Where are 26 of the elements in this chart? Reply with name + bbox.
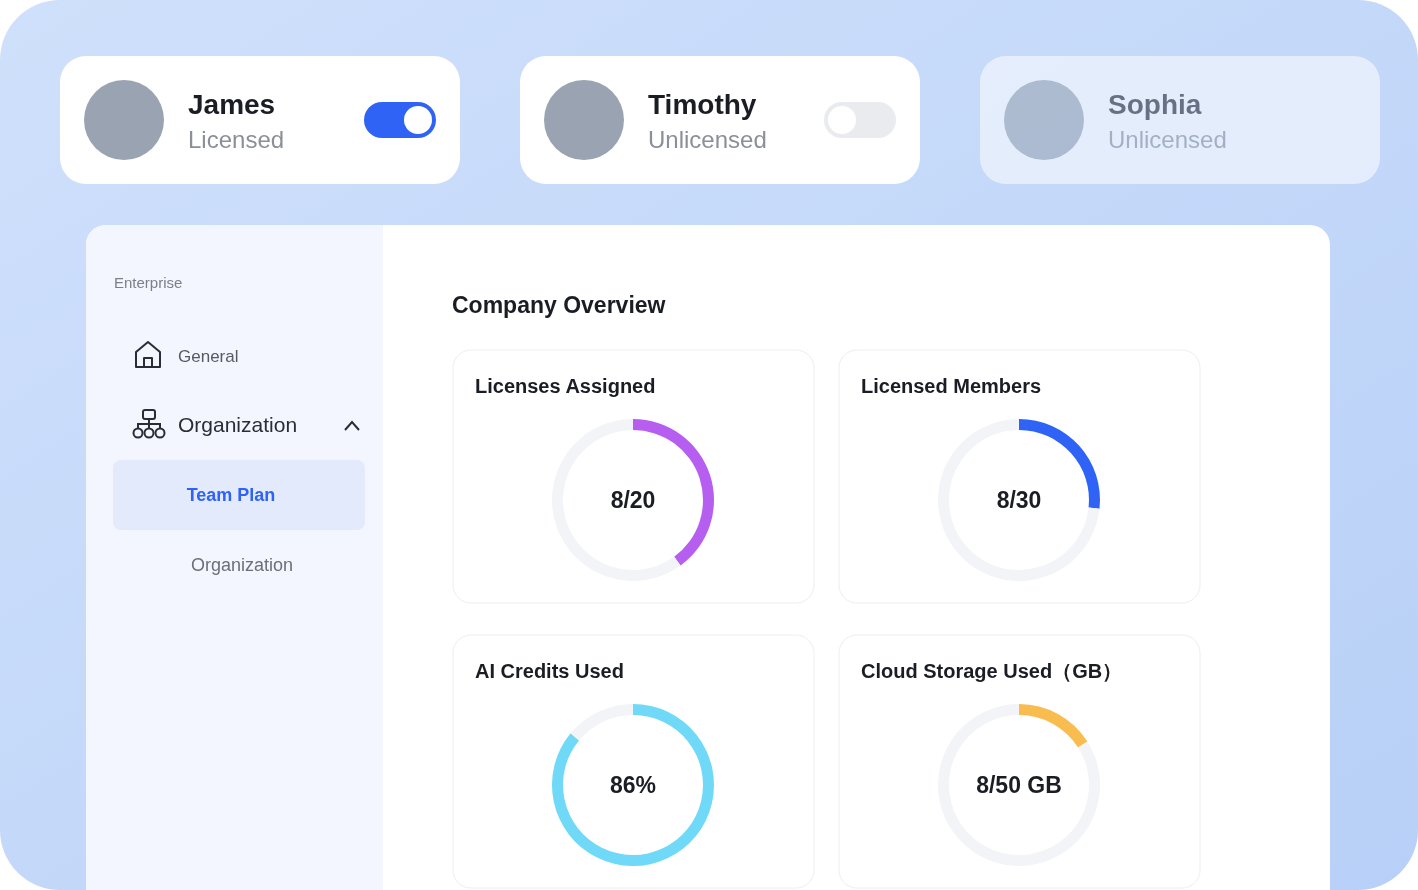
text: Licensed xyxy=(188,126,285,153)
chart-title: Licensed Members xyxy=(861,375,1042,397)
donut-slice xyxy=(1019,704,1088,748)
donut-slice xyxy=(938,704,1100,866)
text: 8/20 xyxy=(610,487,656,513)
donut-slice xyxy=(938,419,1100,581)
text: 86% xyxy=(609,772,657,798)
text: Organization xyxy=(190,555,294,575)
text: Timothy xyxy=(648,89,757,120)
text: 8/30 xyxy=(996,487,1042,513)
text: Enterprise xyxy=(114,274,183,291)
donut-slice xyxy=(552,419,681,581)
chart-title: Licenses Assigned xyxy=(475,375,656,397)
text: Organization xyxy=(178,413,298,436)
chart-title: Cloud Storage Used（GB） xyxy=(861,660,1123,682)
chart-title: AI Credits Used xyxy=(475,660,624,682)
text: Unlicensed xyxy=(648,126,767,153)
text: Company Overview xyxy=(452,292,666,318)
text: Team Plan xyxy=(186,485,276,505)
text: General xyxy=(178,347,239,366)
text: Sophia xyxy=(1108,89,1202,120)
text: James xyxy=(188,89,276,120)
donut-slice xyxy=(570,704,633,741)
donut-slice xyxy=(552,704,714,866)
text: Unlicensed xyxy=(1108,126,1227,153)
text: 8/50 GB xyxy=(976,772,1062,798)
